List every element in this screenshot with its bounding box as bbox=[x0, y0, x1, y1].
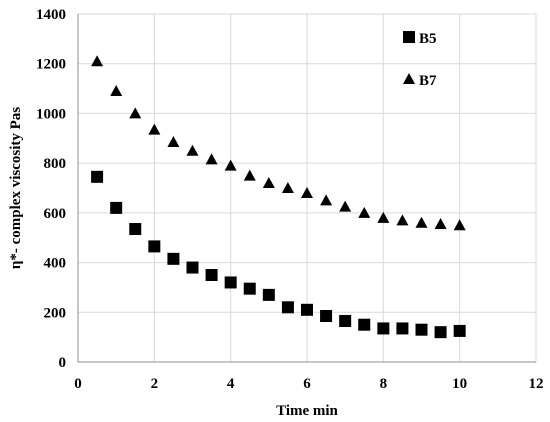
x-axis-title: Time min bbox=[276, 403, 338, 419]
b5-point bbox=[148, 240, 161, 253]
b7-point bbox=[243, 169, 256, 181]
b5-point bbox=[434, 326, 447, 339]
b5-point bbox=[453, 324, 466, 337]
legend: B5 B7 bbox=[403, 31, 437, 89]
b7-point bbox=[339, 200, 352, 212]
b5-point bbox=[396, 322, 409, 335]
b5-point bbox=[167, 252, 180, 265]
b7-point bbox=[205, 153, 218, 165]
b5-point bbox=[358, 318, 371, 331]
b7-point bbox=[320, 194, 333, 206]
b5-point bbox=[281, 301, 294, 314]
b7-point bbox=[110, 85, 123, 97]
y-tick-label: 600 bbox=[44, 206, 67, 222]
b5-point bbox=[186, 261, 199, 274]
x-tick-label: 12 bbox=[529, 376, 544, 392]
legend-triangle-marker bbox=[403, 73, 415, 84]
b7-point bbox=[377, 211, 390, 223]
b5-point bbox=[129, 223, 142, 236]
tick-labels: 0 2 4 6 8 10 12 0 200 400 600 800 1000 1200 1400 bbox=[36, 7, 544, 392]
x-tick-label: 10 bbox=[452, 376, 467, 392]
y-tick-label: 1400 bbox=[36, 7, 66, 23]
b7-point bbox=[224, 159, 237, 171]
b7-point bbox=[301, 186, 313, 198]
b7-point bbox=[453, 219, 466, 231]
b7-point bbox=[358, 206, 371, 218]
legend-square-marker bbox=[403, 31, 415, 43]
b5-point bbox=[91, 170, 104, 183]
x-tick-label: 4 bbox=[227, 376, 235, 392]
legend-label-b5: B5 bbox=[419, 31, 437, 47]
b7-point bbox=[148, 123, 161, 135]
axes bbox=[77, 14, 536, 363]
legend-label-b7: B7 bbox=[419, 73, 437, 89]
b7-point bbox=[415, 216, 428, 228]
b7-point bbox=[434, 218, 447, 230]
b5-point bbox=[243, 282, 256, 295]
b7-point bbox=[186, 144, 199, 156]
y-tick-label: 0 bbox=[59, 355, 67, 371]
b5-point bbox=[205, 269, 218, 281]
b7-point bbox=[129, 107, 142, 119]
y-tick-label: 800 bbox=[44, 156, 67, 172]
b5-point bbox=[224, 276, 237, 289]
y-tick-label: 1000 bbox=[36, 106, 66, 122]
b5-point bbox=[320, 310, 333, 323]
y-axis-title: η*- complex viscosity Pas bbox=[8, 107, 24, 269]
b5-point bbox=[110, 201, 123, 214]
x-tick-label: 2 bbox=[151, 376, 159, 392]
b5-point bbox=[339, 314, 352, 327]
x-tick-label: 8 bbox=[380, 376, 388, 392]
b7-point bbox=[167, 136, 180, 148]
b5-point bbox=[262, 288, 275, 301]
gridlines bbox=[78, 13, 537, 362]
y-tick-label: 400 bbox=[44, 256, 67, 272]
b5-point bbox=[301, 303, 313, 316]
b7-point bbox=[262, 177, 275, 189]
data-points bbox=[91, 55, 466, 339]
b7-point bbox=[91, 55, 104, 67]
y-tick-label: 1200 bbox=[36, 57, 66, 73]
x-tick-label: 0 bbox=[74, 376, 82, 392]
b7-point bbox=[281, 182, 294, 193]
b5-point bbox=[415, 323, 428, 336]
b5-point bbox=[377, 322, 390, 335]
b7-point bbox=[396, 214, 409, 226]
x-tick-label: 6 bbox=[303, 376, 311, 392]
y-tick-label: 200 bbox=[44, 305, 67, 321]
